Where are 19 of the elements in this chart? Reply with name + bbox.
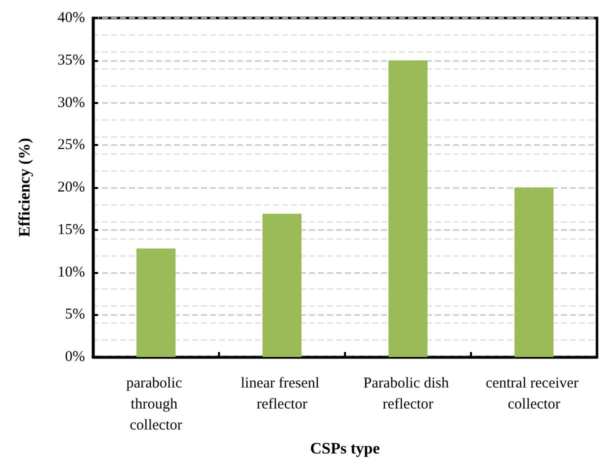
y-tick-label: 25%	[58, 137, 85, 154]
x-tick-label: Parabolic dish reflector	[363, 376, 453, 412]
y-tick-label: 5%	[65, 306, 85, 323]
y-tick-label: 0%	[65, 349, 85, 365]
x-tick-label: central receiver collector	[486, 376, 582, 412]
y-tick-label: 30%	[58, 94, 85, 111]
bar	[262, 214, 302, 357]
y-tick-label: 15%	[58, 222, 85, 238]
bar	[388, 60, 428, 357]
y-tick-label: 40%	[58, 10, 85, 26]
y-tick-label: 35%	[58, 52, 85, 68]
bar	[136, 248, 176, 357]
x-tick-label: parabolic through collector	[126, 376, 186, 434]
y-tick-label: 20%	[58, 180, 85, 196]
y-tick-label: 10%	[58, 264, 85, 280]
x-axis-title: CSPs type	[310, 440, 380, 458]
x-tick-label: linear fresenl reflector	[240, 376, 324, 412]
bar	[514, 188, 554, 357]
y-axis-title: Efficiency (%)	[16, 138, 34, 238]
